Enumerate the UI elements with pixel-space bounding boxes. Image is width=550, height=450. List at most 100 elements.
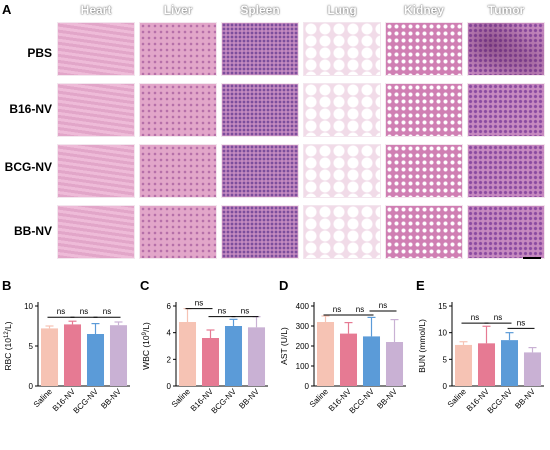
histology-tile-bcg-nv-kidney [385, 144, 463, 198]
y-tick-label: 2 [167, 355, 172, 364]
x-tick-label: BB-NV [513, 387, 537, 411]
panel-label-b: B [2, 278, 12, 293]
bar-saline [178, 322, 197, 386]
significance-label: ns [471, 313, 479, 322]
scale-bar [523, 257, 541, 259]
x-tick-label: BCG-NV [210, 387, 239, 416]
histology-tile-bb-nv-spleen [221, 205, 299, 259]
histology-tile-b16-nv-heart [57, 83, 135, 137]
histology-tile-b16-nv-kidney [385, 83, 463, 137]
column-header-tumor: Tumor [487, 3, 525, 17]
histology-tile-pbs-heart [57, 22, 135, 76]
x-tick-label: BCG-NV [348, 387, 377, 416]
x-tick-label: BCG-NV [486, 387, 515, 416]
y-tick-label: 5 [443, 355, 448, 364]
y-axis-label-part: WBC (10 [141, 335, 151, 370]
histology-tile-bb-nv-kidney [385, 205, 463, 259]
panel-label-d: D [279, 278, 289, 293]
significance-label: ns [241, 307, 249, 316]
bar-b16-nv [201, 338, 220, 386]
bar-saline [454, 344, 473, 386]
y-tick-label: 15 [438, 302, 447, 311]
y-tick-label: 6 [167, 302, 172, 311]
row-label-bcg-nv: BCG-NV [4, 160, 52, 174]
y-tick-label: 0 [305, 382, 310, 391]
y-axis-label-part: AST (U/L) [279, 327, 289, 365]
y-tick-label: 10 [438, 329, 447, 338]
x-tick-label: BCG-NV [72, 387, 101, 416]
significance-label: ns [517, 318, 525, 327]
bar-b16-nv [477, 343, 496, 386]
y-tick-label: 100 [296, 362, 310, 371]
y-tick-label: 300 [296, 322, 310, 331]
y-axis-label-part: /L) [3, 321, 13, 331]
histology-tile-bb-nv-lung [303, 205, 381, 259]
histology-tile-b16-nv-lung [303, 83, 381, 137]
row-label-bb-nv: BB-NV [14, 224, 52, 238]
histology-tile-pbs-spleen [221, 22, 299, 76]
column-header-liver: Liver [163, 3, 193, 17]
y-axis-label: WBC (109/L) [141, 322, 151, 370]
bar-bb-nv [523, 352, 542, 386]
y-tick-label: 0 [29, 382, 34, 391]
histology-tile-bcg-nv-tumor [467, 144, 545, 198]
column-header-lung: Lung [327, 3, 357, 17]
significance-label: ns [80, 307, 88, 316]
histology-tile-bcg-nv-lung [303, 144, 381, 198]
y-tick-label: 5 [29, 342, 34, 351]
histology-tile-b16-nv-spleen [221, 83, 299, 137]
histology-tile-pbs-lung [303, 22, 381, 76]
row-label-b16-nv: B16-NV [9, 102, 52, 116]
y-tick-label: 0 [167, 382, 172, 391]
histology-tile-pbs-liver [139, 22, 217, 76]
significance-label: ns [218, 307, 226, 316]
bar-bcg-nv [86, 334, 105, 386]
y-tick-label: 10 [24, 302, 33, 311]
y-axis-label: RBC (1012/L) [3, 321, 13, 370]
bar-bb-nv [247, 327, 266, 386]
histology-tile-b16-nv-tumor [467, 83, 545, 137]
significance-label: ns [103, 307, 111, 316]
histology-tile-bb-nv-liver [139, 205, 217, 259]
row-label-pbs: PBS [27, 46, 52, 60]
histology-tile-pbs-tumor [467, 22, 545, 76]
y-axis-label-superscript: 12 [4, 331, 10, 338]
panel-label-e: E [416, 278, 425, 293]
tumor-necrosis-overlay [468, 23, 544, 75]
x-tick-label: BB-NV [375, 387, 399, 411]
y-tick-label: 200 [296, 342, 310, 351]
x-tick-label: BB-NV [237, 387, 261, 411]
panel-label-c: C [140, 278, 150, 293]
y-axis-label-part: RBC (10 [3, 338, 13, 371]
significance-label: ns [57, 307, 65, 316]
y-axis-label-part: BUN (mmol/L) [417, 319, 427, 373]
bar-bcg-nv [362, 336, 381, 386]
significance-label: ns [356, 305, 364, 314]
y-axis-label-part: /L) [141, 322, 151, 332]
bar-bb-nv [385, 342, 404, 386]
column-header-heart: Heart [80, 3, 112, 17]
significance-label: ns [195, 299, 203, 308]
significance-label: ns [333, 305, 341, 314]
panel-label-a: A [2, 2, 12, 17]
histology-tile-b16-nv-liver [139, 83, 217, 137]
y-axis-label-superscript: 9 [142, 331, 148, 335]
histology-tile-bcg-nv-heart [57, 144, 135, 198]
x-tick-label: BB-NV [99, 387, 123, 411]
column-header-kidney: Kidney [403, 3, 444, 17]
significance-label: ns [494, 313, 502, 322]
significance-label: ns [379, 301, 387, 310]
y-axis-label: BUN (mmol/L) [417, 319, 427, 373]
bar-saline [40, 328, 59, 386]
bar-b16-nv [63, 324, 82, 386]
histology-tile-bcg-nv-spleen [221, 144, 299, 198]
histology-tile-bb-nv-tumor [467, 205, 545, 259]
histology-tile-bcg-nv-liver [139, 144, 217, 198]
bar-bb-nv [109, 325, 128, 386]
histology-tile-pbs-kidney [385, 22, 463, 76]
histology-tile-bb-nv-heart [57, 205, 135, 259]
